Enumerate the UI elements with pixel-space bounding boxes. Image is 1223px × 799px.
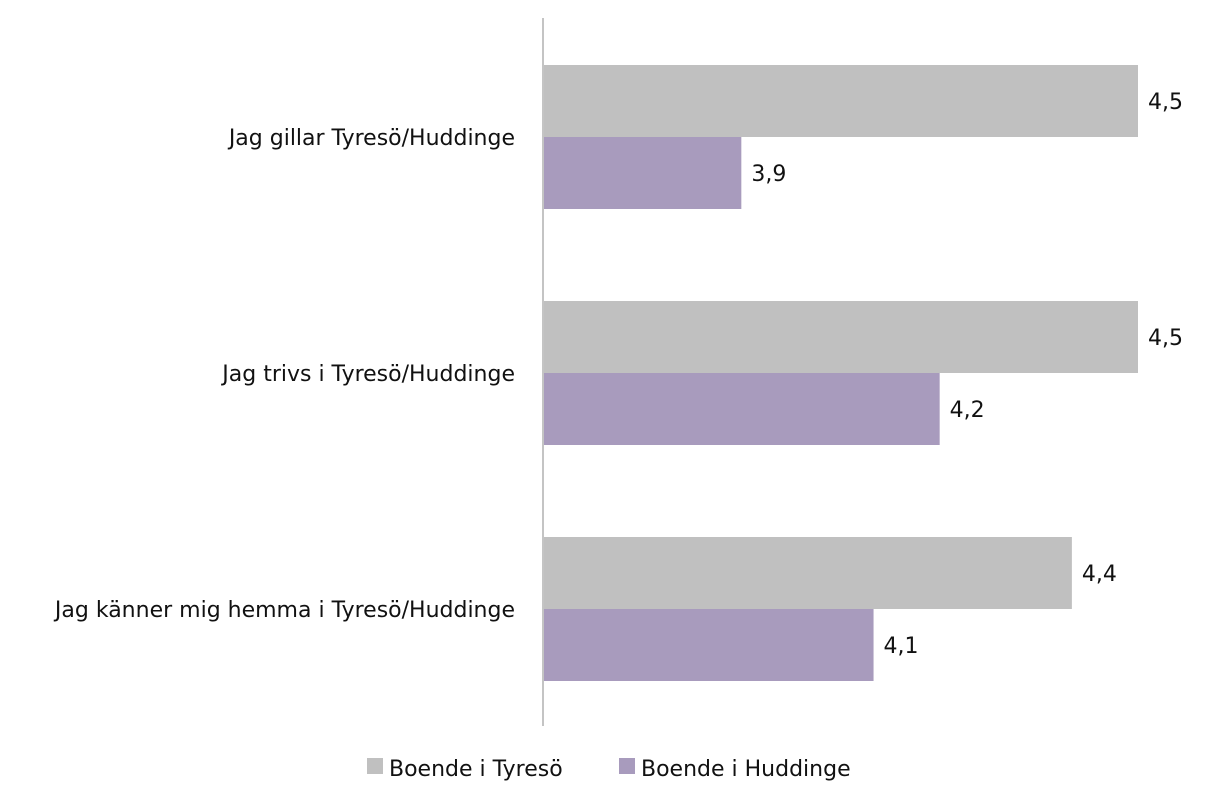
legend-swatch: [367, 758, 383, 774]
value-labels: 4,5 3,9 4,5 4,2 4,4 4,1: [751, 90, 1183, 659]
bar: [544, 373, 940, 445]
data-label: 3,9: [751, 162, 786, 187]
category-labels: Jag gillar Tyresö/Huddinge Jag trivs i Ty…: [53, 126, 515, 623]
data-label: 4,5: [1148, 90, 1183, 115]
category-label: Jag gillar Tyresö/Huddinge: [227, 126, 515, 151]
legend-label: Boende i Huddinge: [641, 757, 851, 782]
legend: Boende i Tyresö Boende i Huddinge: [367, 757, 851, 782]
bars-group: [544, 65, 1138, 681]
bar: [544, 137, 742, 209]
category-label: Jag känner mig hemma i Tyresö/Huddinge: [53, 598, 515, 623]
bar: [544, 301, 1138, 373]
legend-label: Boende i Tyresö: [389, 757, 563, 782]
data-label: 4,5: [1148, 326, 1183, 351]
bar: [544, 65, 1138, 137]
data-label: 4,1: [884, 634, 919, 659]
bar: [544, 609, 874, 681]
legend-swatch: [619, 758, 635, 774]
category-label: Jag trivs i Tyresö/Huddinge: [220, 362, 515, 387]
bar: [544, 537, 1072, 609]
data-label: 4,4: [1082, 562, 1117, 587]
data-label: 4,2: [950, 398, 985, 423]
